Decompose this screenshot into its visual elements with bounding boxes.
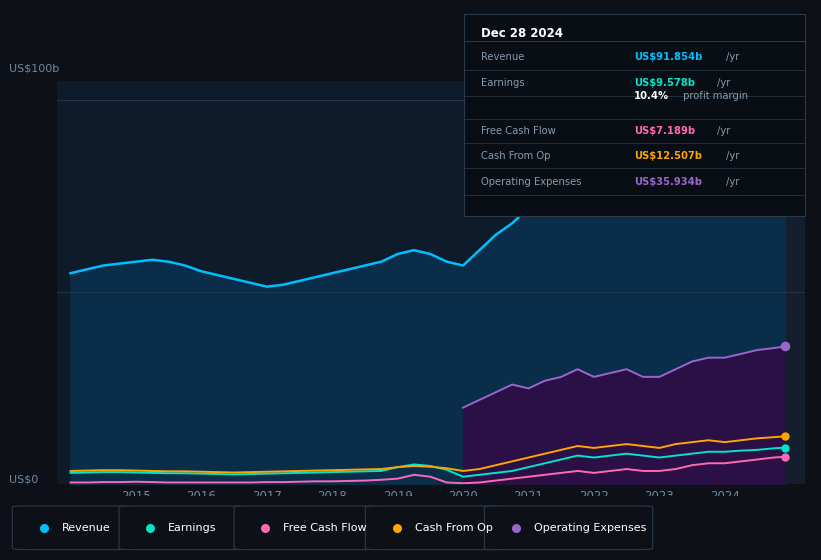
Text: /yr: /yr xyxy=(727,151,740,161)
Text: US$35.934b: US$35.934b xyxy=(635,177,702,187)
Point xyxy=(37,523,50,532)
Text: Dec 28 2024: Dec 28 2024 xyxy=(481,27,563,40)
Text: Revenue: Revenue xyxy=(62,523,110,533)
Point xyxy=(778,443,791,452)
Text: Revenue: Revenue xyxy=(481,52,525,62)
Text: Cash From Op: Cash From Op xyxy=(415,523,493,533)
FancyBboxPatch shape xyxy=(484,506,653,550)
Text: Free Cash Flow: Free Cash Flow xyxy=(283,523,367,533)
Text: Free Cash Flow: Free Cash Flow xyxy=(481,126,556,136)
Text: profit margin: profit margin xyxy=(681,91,749,101)
Point xyxy=(778,432,791,441)
Point xyxy=(778,342,791,351)
Text: US$91.854b: US$91.854b xyxy=(635,52,703,62)
Bar xyxy=(758,81,805,484)
Text: /yr: /yr xyxy=(717,126,731,136)
Text: Operating Expenses: Operating Expenses xyxy=(481,177,581,187)
Text: US$0: US$0 xyxy=(9,474,38,484)
Text: US$12.507b: US$12.507b xyxy=(635,151,702,161)
Point xyxy=(390,523,403,532)
FancyBboxPatch shape xyxy=(234,506,378,550)
Text: US$7.189b: US$7.189b xyxy=(635,126,695,136)
Text: /yr: /yr xyxy=(727,52,740,62)
Point xyxy=(144,523,157,532)
Text: /yr: /yr xyxy=(717,78,731,88)
Point xyxy=(259,523,272,532)
Text: US$100b: US$100b xyxy=(9,63,59,73)
Text: 10.4%: 10.4% xyxy=(635,91,669,101)
FancyBboxPatch shape xyxy=(365,506,505,550)
Text: Earnings: Earnings xyxy=(168,523,217,533)
Point xyxy=(778,127,791,136)
Text: US$9.578b: US$9.578b xyxy=(635,78,695,88)
Point xyxy=(778,452,791,461)
Point xyxy=(509,523,522,532)
FancyBboxPatch shape xyxy=(12,506,131,550)
Text: Cash From Op: Cash From Op xyxy=(481,151,550,161)
Text: Operating Expenses: Operating Expenses xyxy=(534,523,646,533)
Text: Earnings: Earnings xyxy=(481,78,525,88)
FancyBboxPatch shape xyxy=(119,506,246,550)
Text: /yr: /yr xyxy=(727,177,740,187)
